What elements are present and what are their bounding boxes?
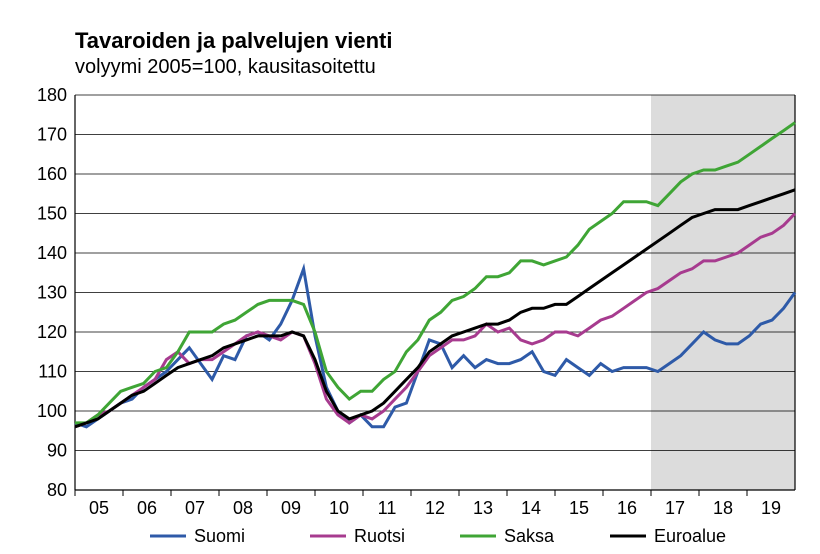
y-tick-label: 180 [37,85,67,105]
y-tick-label: 80 [47,480,67,500]
y-tick-label: 120 [37,322,67,342]
x-tick-label: 10 [329,498,349,518]
x-tick-label: 18 [713,498,733,518]
x-tick-label: 12 [425,498,445,518]
x-tick-label: 11 [378,498,397,518]
x-tick-label: 16 [617,498,637,518]
y-tick-label: 130 [37,283,67,303]
x-tick-label: 09 [281,498,301,518]
x-tick-label: 13 [473,498,493,518]
y-tick-label: 140 [37,243,67,263]
y-tick-label: 160 [37,164,67,184]
y-tick-label: 100 [37,401,67,421]
legend-label: Saksa [504,526,555,546]
y-tick-label: 90 [47,441,67,461]
legend-label: Ruotsi [354,526,405,546]
y-tick-label: 110 [38,362,67,382]
legend-label: Euroalue [654,526,726,546]
export-volume-chart: Tavaroiden ja palvelujen vienti volyymi … [0,0,820,554]
x-tick-label: 14 [521,498,541,518]
x-tick-label: 05 [89,498,109,518]
legend-label: Suomi [194,526,245,546]
x-tick-label: 17 [665,498,685,518]
y-tick-label: 150 [37,204,67,224]
x-tick-label: 07 [185,498,205,518]
x-tick-label: 08 [233,498,253,518]
x-tick-label: 19 [761,498,781,518]
y-tick-label: 170 [37,125,67,145]
chart-svg: 80 90 100 110 120 130 140 150 160 170 180 05 06 07 08 0… [0,0,820,554]
x-tick-label: 15 [569,498,589,518]
x-tick-label: 06 [137,498,157,518]
